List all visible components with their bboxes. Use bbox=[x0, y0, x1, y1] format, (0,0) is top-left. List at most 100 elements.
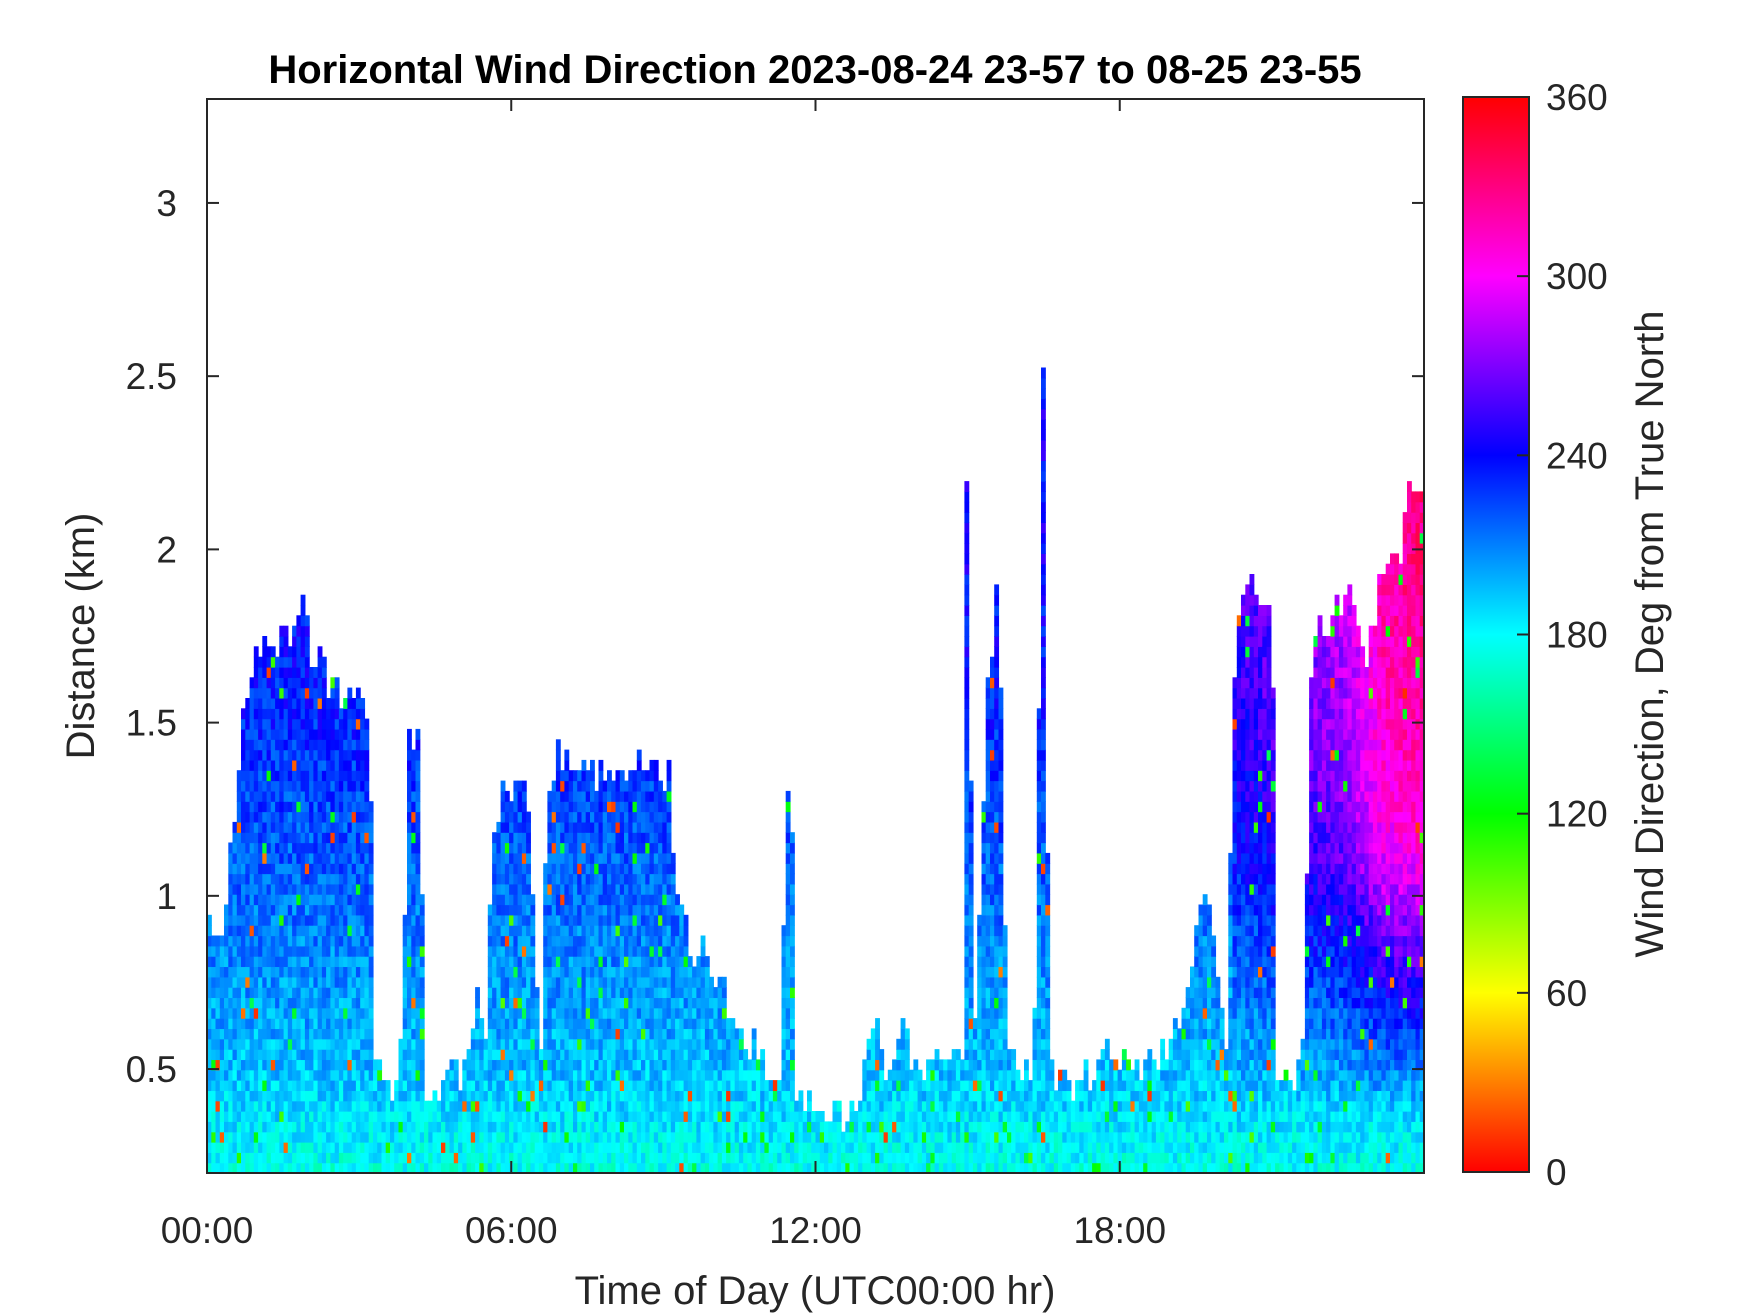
heatmap-cell bbox=[330, 863, 336, 875]
heatmap-cell bbox=[504, 925, 510, 937]
heatmap-cell bbox=[313, 667, 319, 678]
heatmap-cell bbox=[675, 1007, 680, 1019]
heatmap-cell bbox=[241, 914, 246, 926]
heatmap-cell bbox=[262, 728, 268, 740]
heatmap-cell bbox=[713, 1007, 719, 1019]
heatmap-cell bbox=[790, 1018, 795, 1030]
heatmap-cell bbox=[577, 790, 583, 802]
heatmap-cell bbox=[628, 811, 634, 823]
heatmap-cell bbox=[636, 1100, 642, 1112]
heatmap-cell bbox=[815, 1152, 821, 1164]
heatmap-cell bbox=[658, 914, 663, 926]
heatmap-cell bbox=[658, 1100, 663, 1112]
heatmap-cell bbox=[658, 976, 663, 988]
heatmap-cell bbox=[658, 801, 663, 813]
heatmap-cell bbox=[543, 1100, 549, 1112]
heatmap-cell bbox=[615, 1162, 621, 1173]
heatmap-cell bbox=[632, 1028, 638, 1040]
heatmap-cell bbox=[641, 1121, 646, 1133]
heatmap-cell bbox=[321, 687, 327, 699]
heatmap-cell bbox=[368, 935, 374, 947]
heatmap-cell bbox=[636, 966, 642, 978]
heatmap-cell bbox=[692, 1080, 697, 1092]
heatmap-cell bbox=[632, 1080, 638, 1092]
heatmap-cell bbox=[581, 1090, 587, 1102]
heatmap-cell bbox=[377, 1152, 383, 1164]
heatmap-cell bbox=[704, 1018, 710, 1030]
heatmap-cell bbox=[364, 914, 370, 926]
heatmap-cell bbox=[598, 1142, 604, 1153]
heatmap-cell bbox=[436, 1100, 442, 1112]
heatmap-cell bbox=[521, 987, 527, 999]
heatmap-cell bbox=[636, 1111, 642, 1122]
heatmap-cell bbox=[296, 687, 302, 699]
heatmap-cell bbox=[313, 987, 319, 999]
heatmap-cell bbox=[990, 708, 995, 720]
heatmap-cell bbox=[224, 925, 229, 937]
heatmap-cell bbox=[730, 1131, 736, 1143]
heatmap-cell bbox=[555, 1142, 561, 1153]
heatmap-cell bbox=[964, 522, 970, 534]
heatmap-cell bbox=[321, 1131, 327, 1143]
heatmap-cell bbox=[258, 811, 263, 823]
heatmap-cell bbox=[411, 1059, 417, 1071]
heatmap-cell bbox=[419, 925, 425, 937]
heatmap-cell bbox=[721, 1121, 727, 1133]
heatmap-cell bbox=[964, 615, 970, 627]
heatmap-cell bbox=[283, 1142, 289, 1153]
heatmap-cell bbox=[321, 801, 327, 813]
heatmap-cell bbox=[313, 687, 319, 699]
heatmap-cell bbox=[270, 1018, 276, 1030]
heatmap-cell bbox=[832, 1142, 838, 1153]
heatmap-cell bbox=[262, 945, 268, 957]
heatmap-cell bbox=[602, 1090, 608, 1102]
heatmap-cell bbox=[245, 698, 251, 709]
heatmap-cell bbox=[266, 873, 272, 885]
heatmap-cell bbox=[296, 956, 302, 968]
heatmap-cell bbox=[338, 749, 344, 761]
heatmap-cell bbox=[326, 1152, 331, 1164]
heatmap-cell bbox=[870, 1090, 876, 1102]
heatmap-cell bbox=[355, 790, 361, 802]
heatmap-cell bbox=[219, 1162, 225, 1173]
heatmap-cell bbox=[747, 1131, 753, 1143]
heatmap-cell bbox=[432, 1111, 438, 1122]
heatmap-cell bbox=[726, 1018, 731, 1030]
heatmap-cell bbox=[994, 1038, 1000, 1050]
heatmap-cell bbox=[500, 997, 506, 1009]
heatmap-cell bbox=[598, 904, 604, 916]
heatmap-cell bbox=[811, 1111, 817, 1122]
heatmap-cell bbox=[258, 1018, 263, 1030]
heatmap-cell bbox=[573, 945, 578, 957]
heatmap-cell bbox=[547, 863, 553, 875]
heatmap-cell bbox=[334, 687, 340, 699]
heatmap-cell bbox=[424, 1131, 429, 1143]
heatmap-cell bbox=[828, 1131, 834, 1143]
heatmap-cell bbox=[313, 698, 319, 709]
heatmap-cell bbox=[900, 1059, 906, 1071]
heatmap-cell bbox=[432, 1100, 438, 1112]
heatmap-cell bbox=[492, 894, 497, 906]
heatmap-cell bbox=[704, 1069, 710, 1081]
heatmap-cell bbox=[675, 925, 680, 937]
heatmap-cell bbox=[381, 1162, 387, 1173]
heatmap-cell bbox=[721, 1007, 727, 1019]
heatmap-cell bbox=[721, 976, 727, 988]
heatmap-cell bbox=[355, 1028, 361, 1040]
heatmap-cell bbox=[304, 770, 310, 782]
heatmap-cell bbox=[330, 966, 336, 978]
heatmap-cell bbox=[607, 1038, 612, 1050]
heatmap-cell bbox=[317, 1069, 323, 1081]
heatmap-cell bbox=[517, 821, 523, 833]
heatmap-cell bbox=[598, 1162, 604, 1173]
heatmap-cell bbox=[700, 956, 706, 968]
heatmap-cell bbox=[517, 987, 523, 999]
heatmap-cell bbox=[615, 956, 621, 968]
heatmap-cell bbox=[479, 1131, 485, 1143]
heatmap-cell bbox=[283, 956, 289, 968]
heatmap-cell bbox=[968, 873, 974, 885]
heatmap-cell bbox=[687, 956, 693, 968]
heatmap-cell bbox=[479, 1162, 485, 1173]
heatmap-cell bbox=[573, 1090, 578, 1102]
heatmap-cell bbox=[509, 894, 514, 906]
